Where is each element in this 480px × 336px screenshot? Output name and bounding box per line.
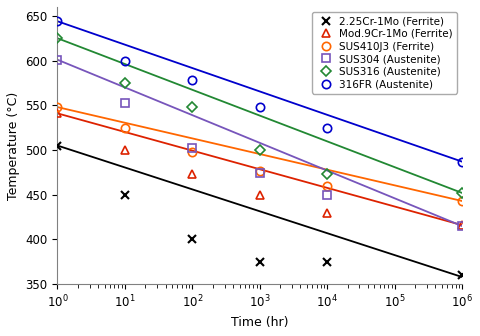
SUS316 (Austenite) xyxy=(324,172,330,176)
SUS410J3 (Ferrite) xyxy=(122,126,128,130)
316FR (Austenite) xyxy=(122,58,128,62)
316FR (Austenite) xyxy=(190,78,195,82)
SUS304 (Austenite) xyxy=(190,146,195,150)
Line: Mod.9Cr-1Mo (Ferrite): Mod.9Cr-1Mo (Ferrite) xyxy=(53,109,466,229)
SUS410J3 (Ferrite) xyxy=(324,184,330,188)
Mod.9Cr-1Mo (Ferrite) xyxy=(55,111,60,115)
Mod.9Cr-1Mo (Ferrite) xyxy=(257,193,263,197)
2.25Cr-1Mo (Ferrite) xyxy=(190,237,195,241)
Legend: 2.25Cr-1Mo (Ferrite), Mod.9Cr-1Mo (Ferrite), SUS410J3 (Ferrite), SUS304 (Austeni: 2.25Cr-1Mo (Ferrite), Mod.9Cr-1Mo (Ferri… xyxy=(312,12,457,93)
Line: SUS316 (Austenite): SUS316 (Austenite) xyxy=(54,35,466,197)
SUS304 (Austenite) xyxy=(324,193,330,197)
Mod.9Cr-1Mo (Ferrite) xyxy=(459,223,465,227)
SUS316 (Austenite) xyxy=(190,105,195,109)
Mod.9Cr-1Mo (Ferrite) xyxy=(324,211,330,215)
Line: SUS410J3 (Ferrite): SUS410J3 (Ferrite) xyxy=(53,103,466,205)
SUS304 (Austenite) xyxy=(55,58,60,62)
2.25Cr-1Mo (Ferrite) xyxy=(459,273,465,277)
SUS410J3 (Ferrite) xyxy=(459,199,465,203)
Mod.9Cr-1Mo (Ferrite) xyxy=(122,148,128,152)
SUS410J3 (Ferrite) xyxy=(257,169,263,173)
2.25Cr-1Mo (Ferrite) xyxy=(257,260,263,264)
SUS316 (Austenite) xyxy=(55,36,60,40)
Line: 2.25Cr-1Mo (Ferrite): 2.25Cr-1Mo (Ferrite) xyxy=(53,141,466,280)
SUS316 (Austenite) xyxy=(459,191,465,195)
2.25Cr-1Mo (Ferrite) xyxy=(55,143,60,148)
X-axis label: Time (hr): Time (hr) xyxy=(231,316,288,329)
316FR (Austenite) xyxy=(55,19,60,23)
2.25Cr-1Mo (Ferrite) xyxy=(122,193,128,197)
2.25Cr-1Mo (Ferrite) xyxy=(324,260,330,264)
Line: SUS304 (Austenite): SUS304 (Austenite) xyxy=(53,55,466,230)
SUS304 (Austenite) xyxy=(257,171,263,175)
SUS410J3 (Ferrite) xyxy=(55,105,60,109)
SUS304 (Austenite) xyxy=(122,100,128,104)
Line: 316FR (Austenite): 316FR (Austenite) xyxy=(53,17,466,166)
SUS316 (Austenite) xyxy=(257,148,263,152)
SUS304 (Austenite) xyxy=(459,224,465,228)
Y-axis label: Temperature (°C): Temperature (°C) xyxy=(7,91,20,200)
SUS316 (Austenite) xyxy=(122,81,128,85)
316FR (Austenite) xyxy=(257,105,263,109)
Mod.9Cr-1Mo (Ferrite) xyxy=(190,172,195,176)
316FR (Austenite) xyxy=(324,126,330,130)
SUS410J3 (Ferrite) xyxy=(190,150,195,154)
316FR (Austenite) xyxy=(459,160,465,164)
